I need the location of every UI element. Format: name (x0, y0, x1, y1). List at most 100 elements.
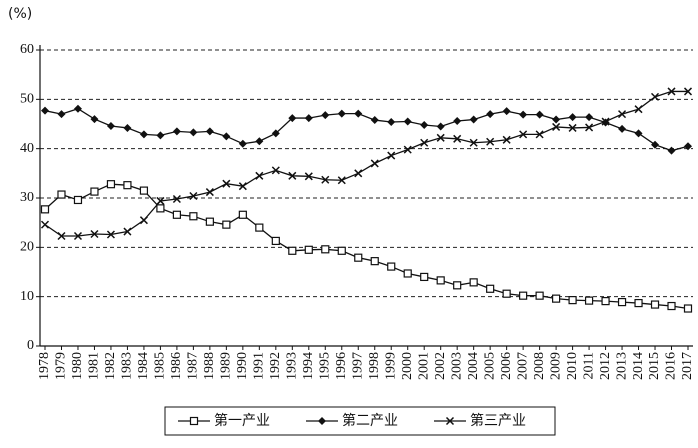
marker (354, 109, 363, 118)
x-tick-label: 1989 (219, 352, 234, 380)
marker (90, 229, 99, 239)
marker (601, 297, 610, 306)
marker (651, 140, 660, 149)
x-tick-label: 1988 (202, 352, 217, 380)
marker (321, 111, 330, 120)
marker (40, 220, 50, 229)
marker (238, 139, 247, 148)
marker (469, 115, 478, 124)
marker (271, 166, 280, 175)
legend-label: 第二产业 (342, 412, 398, 429)
x-tick-label: 2005 (482, 352, 497, 380)
marker (40, 205, 50, 214)
marker (650, 92, 660, 101)
marker (304, 245, 313, 254)
marker (453, 117, 462, 126)
x-tick-label: 1994 (301, 352, 316, 380)
marker (585, 123, 594, 132)
x-tick-label: 1978 (37, 352, 52, 380)
marker (271, 236, 280, 246)
x-tick-label: 2014 (631, 352, 646, 380)
x-tick-label: 1984 (136, 352, 151, 380)
marker (502, 289, 511, 298)
marker (57, 231, 66, 241)
x-tick-label: 1982 (103, 352, 118, 380)
marker (255, 223, 264, 232)
marker (634, 129, 643, 138)
y-tick-label: 0 (27, 338, 34, 353)
marker (519, 110, 528, 119)
x-tick-label: 2010 (565, 352, 580, 380)
marker (617, 297, 627, 307)
marker (667, 301, 676, 311)
marker (453, 281, 462, 290)
y-tick-label: 10 (20, 289, 34, 304)
x-tick-label: 2015 (647, 352, 662, 380)
marker (57, 110, 66, 119)
marker (321, 245, 330, 254)
x-tick-label: 2002 (433, 352, 448, 380)
marker (403, 269, 412, 278)
marker (667, 87, 676, 96)
marker (189, 416, 199, 426)
marker (73, 104, 82, 113)
legend-label: 第一产业 (214, 412, 270, 429)
marker (106, 230, 115, 239)
marker (205, 127, 214, 136)
x-tick-label: 2017 (680, 352, 695, 380)
marker (90, 187, 99, 196)
marker (189, 191, 198, 201)
marker (337, 246, 346, 255)
marker (683, 87, 693, 96)
marker (156, 131, 165, 140)
marker (584, 296, 594, 305)
marker (684, 142, 692, 151)
marker (469, 278, 478, 287)
y-tick-label: 40 (20, 141, 34, 156)
marker (57, 190, 66, 199)
marker (502, 107, 511, 116)
marker (403, 117, 412, 126)
marker (288, 171, 297, 180)
marker (370, 159, 379, 168)
legend-label: 第三产业 (470, 412, 526, 429)
marker (106, 121, 115, 130)
marker (403, 145, 412, 154)
marker (172, 127, 181, 136)
marker (73, 195, 83, 205)
marker (436, 133, 445, 142)
marker (436, 122, 445, 131)
x-tick-label: 1986 (169, 352, 184, 380)
marker (337, 109, 346, 118)
marker (601, 117, 610, 126)
marker (634, 298, 643, 308)
marker (420, 138, 429, 147)
marker (486, 137, 495, 146)
marker (156, 204, 165, 213)
x-tick-label: 1991 (252, 352, 267, 380)
y-tick-label: 20 (20, 240, 34, 255)
marker (172, 194, 181, 204)
x-tick-label: 2004 (466, 352, 481, 380)
marker (172, 210, 181, 219)
marker (502, 135, 511, 144)
series-line (44, 90, 688, 237)
x-tick-label: 2009 (548, 352, 563, 380)
marker (445, 416, 455, 426)
marker (318, 417, 326, 425)
marker (486, 284, 495, 293)
marker (222, 132, 231, 141)
marker (41, 106, 49, 115)
marker (535, 291, 544, 300)
x-tick-label: 2000 (400, 352, 415, 380)
x-tick-label: 1999 (383, 352, 398, 380)
marker (370, 257, 379, 266)
x-tick-label: 1983 (120, 352, 135, 380)
marker (519, 130, 528, 139)
marker (139, 130, 148, 139)
marker (139, 186, 149, 195)
marker (585, 113, 594, 122)
marker (667, 146, 676, 155)
marker (650, 300, 660, 309)
